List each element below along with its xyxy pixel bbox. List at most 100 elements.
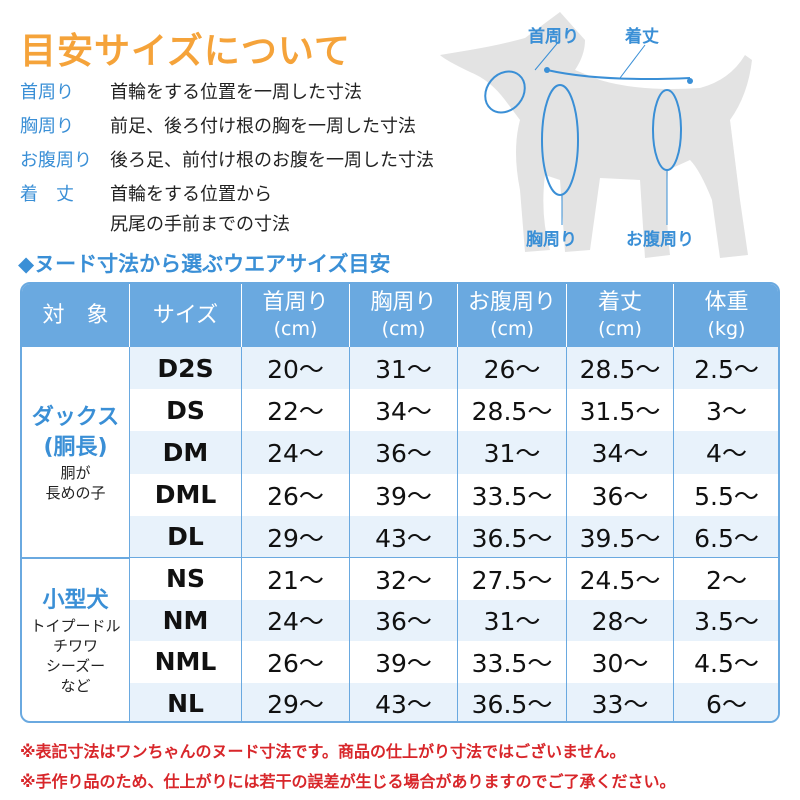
table-row — [130, 389, 778, 432]
diagram-label-length: 着丈 — [625, 27, 659, 47]
table-row — [130, 515, 778, 558]
table-header-cell: 体重 (kg) — [674, 284, 778, 347]
value-cell: 26〜 — [458, 347, 567, 390]
table-row — [130, 558, 778, 600]
table-row — [130, 473, 778, 516]
note-2: ※手作り品のため、仕上がりには若干の誤差が生じる場合がありますのでご了承ください… — [20, 772, 676, 791]
value-cell: 28〜 — [567, 599, 674, 641]
value-cell: 36〜 — [350, 431, 458, 474]
definition-desc: 前足、後ろ付け根の胸を一周した寸法 — [110, 112, 416, 142]
size-table: 対 象サイズ 首周り (cm) 胸周り (cm) お腹周り (cm) 着丈 (cm) 体重 (kg)… — [20, 282, 780, 723]
value-cell: 26〜 — [242, 641, 350, 683]
value-cell: 31.5〜 — [567, 389, 674, 432]
value-cell: 34〜 — [350, 389, 458, 432]
header-unit: (cm) — [273, 317, 318, 340]
value-cell: 43〜 — [350, 515, 458, 558]
header-label: お腹周り — [467, 289, 556, 315]
definition-term: お腹周り — [20, 150, 92, 171]
value-cell: 24.5〜 — [567, 558, 674, 600]
value-cell: 36〜 — [567, 473, 674, 516]
definition-item: 首周り 首輪をする位置を一周した寸法 — [20, 78, 362, 108]
group-name: ダックス — [31, 404, 120, 430]
group-name: (胴長) — [43, 434, 108, 460]
diagram-label-neck: 首周り — [528, 27, 579, 47]
table-row — [130, 641, 778, 683]
size-cell: NM — [130, 599, 242, 641]
group-label-cell: ダックス (胴長) 胴が 長めの子 — [22, 347, 130, 558]
header-unit: (cm) — [598, 317, 642, 340]
value-cell: 3〜 — [674, 389, 778, 431]
group-name: 小型犬 — [42, 588, 109, 613]
header-label: 体重 — [704, 289, 749, 315]
header-label: サイズ — [152, 302, 219, 328]
value-cell: 29〜 — [242, 515, 350, 558]
size-cell: NL — [130, 682, 242, 721]
value-cell: 28.5〜 — [567, 347, 674, 390]
size-cell: NS — [130, 558, 242, 600]
value-cell: 4〜 — [674, 431, 778, 473]
diagram-label-chest: 胸周り — [526, 230, 577, 250]
value-cell: 26〜 — [242, 473, 350, 516]
table-row — [130, 599, 778, 641]
value-cell: 6〜 — [674, 683, 778, 722]
dog-diagram — [440, 12, 752, 258]
value-cell: 28.5〜 — [458, 389, 567, 432]
table-header-cell: 首周り (cm) — [242, 284, 350, 347]
value-cell: 22〜 — [242, 389, 350, 432]
group-desc: 胴が — [60, 463, 91, 482]
header-unit: (cm) — [490, 317, 534, 340]
neck-ring — [484, 70, 526, 114]
size-cell: DL — [130, 515, 242, 558]
value-cell: 33.5〜 — [458, 473, 567, 516]
size-cell: NML — [130, 641, 242, 683]
definition-term: 首周り — [20, 82, 74, 103]
definition-term: 着 丈 — [20, 184, 74, 205]
definition-desc: 後ろ足、前付け根のお腹を一周した寸法 — [110, 146, 434, 176]
definition-term: 胸周り — [20, 116, 74, 137]
header-label: 首周り — [262, 289, 329, 315]
header-label: 対 象 — [42, 302, 109, 328]
table-header-cell: 胸周り (cm) — [350, 284, 458, 347]
value-cell: 6.5〜 — [674, 516, 778, 558]
value-cell: 2.5〜 — [674, 347, 778, 389]
value-cell: 4.5〜 — [674, 641, 778, 683]
value-cell: 24〜 — [242, 431, 350, 474]
value-cell: 31〜 — [458, 431, 567, 474]
header-unit: (cm) — [381, 317, 426, 340]
table-header-cell: 対 象 — [22, 284, 130, 347]
group-label-cell: 小型犬 トイプードル チワワ シーズー など — [22, 558, 130, 721]
value-cell: 39〜 — [350, 641, 458, 683]
definition-desc-line: 首輪をする位置から — [110, 184, 272, 205]
value-cell: 27.5〜 — [458, 558, 567, 600]
value-cell: 21〜 — [242, 558, 350, 600]
value-cell: 34〜 — [567, 431, 674, 474]
value-cell: 31〜 — [350, 347, 458, 390]
header-label: 胸周り — [370, 289, 437, 315]
definition-desc-line: 後ろ足、前付け根のお腹を一周した寸法 — [110, 150, 434, 171]
value-cell: 30〜 — [567, 641, 674, 683]
table-row — [130, 431, 778, 474]
value-cell: 32〜 — [350, 558, 458, 600]
table-row — [130, 682, 778, 721]
diagram-label-belly: お腹周り — [626, 230, 694, 250]
definition-desc-line: 前足、後ろ付け根の胸を一周した寸法 — [110, 116, 416, 137]
value-cell: 36.5〜 — [458, 515, 567, 558]
size-cell: DM — [130, 431, 242, 474]
header-unit: (kg) — [707, 317, 746, 340]
size-cell: D2S — [130, 347, 242, 390]
page-title: 目安サイズについて — [20, 31, 351, 72]
size-cell: DS — [130, 389, 242, 432]
group-desc: チワワ — [52, 637, 98, 655]
group-desc: トイプードル — [30, 617, 121, 635]
value-cell: 29〜 — [242, 682, 350, 721]
table-header-cell: 着丈 (cm) — [567, 284, 674, 347]
group-desc: など — [60, 677, 91, 695]
value-cell: 5.5〜 — [674, 474, 778, 516]
value-cell: 33.5〜 — [458, 641, 567, 683]
definition-item: 胸周り 前足、後ろ付け根の胸を一周した寸法 — [20, 112, 416, 142]
value-cell: 20〜 — [242, 347, 350, 390]
definition-desc: 首輪をする位置から 尻尾の手前までの寸法 — [110, 180, 290, 240]
value-cell: 39〜 — [350, 473, 458, 516]
value-cell: 24〜 — [242, 599, 350, 641]
value-cell: 36.5〜 — [458, 682, 567, 721]
